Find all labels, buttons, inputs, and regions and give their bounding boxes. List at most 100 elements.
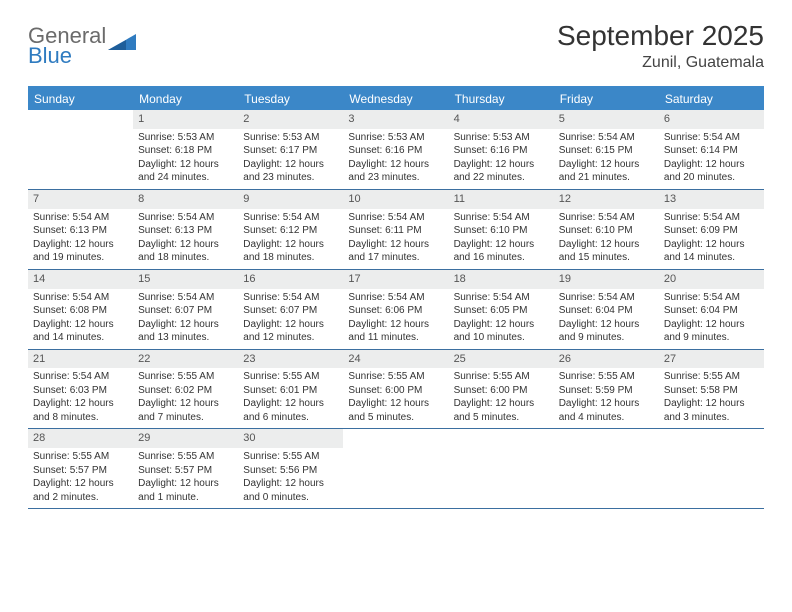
daylight-text: Daylight: 12 hours and 18 minutes.	[138, 238, 233, 265]
sunrise-text: Sunrise: 5:54 AM	[138, 211, 233, 225]
sunrise-text: Sunrise: 5:54 AM	[559, 291, 654, 305]
sunrise-text: Sunrise: 5:55 AM	[454, 370, 549, 384]
daylight-text: Daylight: 12 hours and 9 minutes.	[664, 318, 759, 345]
logo-word-2: Blue	[28, 46, 106, 66]
day-cell: 21Sunrise: 5:54 AMSunset: 6:03 PMDayligh…	[28, 350, 133, 429]
sunrise-text: Sunrise: 5:55 AM	[243, 370, 338, 384]
daylight-text: Daylight: 12 hours and 5 minutes.	[348, 397, 443, 424]
sunrise-text: Sunrise: 5:54 AM	[559, 211, 654, 225]
sunrise-text: Sunrise: 5:54 AM	[454, 211, 549, 225]
day-cell: 13Sunrise: 5:54 AMSunset: 6:09 PMDayligh…	[659, 190, 764, 269]
day-cell: 6Sunrise: 5:54 AMSunset: 6:14 PMDaylight…	[659, 110, 764, 189]
sunset-text: Sunset: 6:00 PM	[454, 384, 549, 398]
day-number: 10	[343, 190, 448, 209]
month-title: September 2025	[557, 20, 764, 52]
sunrise-text: Sunrise: 5:55 AM	[348, 370, 443, 384]
daylight-text: Daylight: 12 hours and 10 minutes.	[454, 318, 549, 345]
daylight-text: Daylight: 12 hours and 7 minutes.	[138, 397, 233, 424]
page-header: General Blue September 2025 Zunil, Guate…	[28, 20, 764, 72]
day-cell: 20Sunrise: 5:54 AMSunset: 6:04 PMDayligh…	[659, 270, 764, 349]
week-row: 21Sunrise: 5:54 AMSunset: 6:03 PMDayligh…	[28, 350, 764, 430]
day-cell: 16Sunrise: 5:54 AMSunset: 6:07 PMDayligh…	[238, 270, 343, 349]
day-cell: 18Sunrise: 5:54 AMSunset: 6:05 PMDayligh…	[449, 270, 554, 349]
daylight-text: Daylight: 12 hours and 0 minutes.	[243, 477, 338, 504]
sunrise-text: Sunrise: 5:55 AM	[559, 370, 654, 384]
sunrise-text: Sunrise: 5:54 AM	[664, 291, 759, 305]
title-block: September 2025 Zunil, Guatemala	[557, 20, 764, 72]
day-cell: 27Sunrise: 5:55 AMSunset: 5:58 PMDayligh…	[659, 350, 764, 429]
day-number: 2	[238, 110, 343, 129]
day-body: Sunrise: 5:55 AMSunset: 6:00 PMDaylight:…	[449, 368, 554, 428]
daylight-text: Daylight: 12 hours and 14 minutes.	[33, 318, 128, 345]
day-body: Sunrise: 5:53 AMSunset: 6:16 PMDaylight:…	[343, 129, 448, 189]
day-number: 26	[554, 350, 659, 369]
weekday-saturday: Saturday	[659, 88, 764, 110]
day-cell-empty	[659, 429, 764, 508]
day-cell: 2Sunrise: 5:53 AMSunset: 6:17 PMDaylight…	[238, 110, 343, 189]
daylight-text: Daylight: 12 hours and 8 minutes.	[33, 397, 128, 424]
weekday-tuesday: Tuesday	[238, 88, 343, 110]
sunset-text: Sunset: 6:16 PM	[454, 144, 549, 158]
day-body: Sunrise: 5:53 AMSunset: 6:17 PMDaylight:…	[238, 129, 343, 189]
day-body: Sunrise: 5:55 AMSunset: 5:59 PMDaylight:…	[554, 368, 659, 428]
day-cell: 30Sunrise: 5:55 AMSunset: 5:56 PMDayligh…	[238, 429, 343, 508]
day-body: Sunrise: 5:55 AMSunset: 5:57 PMDaylight:…	[133, 448, 238, 508]
day-number: 20	[659, 270, 764, 289]
day-cell: 29Sunrise: 5:55 AMSunset: 5:57 PMDayligh…	[133, 429, 238, 508]
day-body: Sunrise: 5:54 AMSunset: 6:13 PMDaylight:…	[28, 209, 133, 269]
day-cell: 4Sunrise: 5:53 AMSunset: 6:16 PMDaylight…	[449, 110, 554, 189]
day-cell: 24Sunrise: 5:55 AMSunset: 6:00 PMDayligh…	[343, 350, 448, 429]
day-number: 9	[238, 190, 343, 209]
sunset-text: Sunset: 6:04 PM	[664, 304, 759, 318]
day-number-empty	[343, 429, 448, 448]
day-number: 19	[554, 270, 659, 289]
day-number: 15	[133, 270, 238, 289]
day-cell: 8Sunrise: 5:54 AMSunset: 6:13 PMDaylight…	[133, 190, 238, 269]
week-row: 7Sunrise: 5:54 AMSunset: 6:13 PMDaylight…	[28, 190, 764, 270]
day-number: 23	[238, 350, 343, 369]
day-body: Sunrise: 5:55 AMSunset: 6:00 PMDaylight:…	[343, 368, 448, 428]
day-body: Sunrise: 5:55 AMSunset: 5:58 PMDaylight:…	[659, 368, 764, 428]
calendar-body: 1Sunrise: 5:53 AMSunset: 6:18 PMDaylight…	[28, 110, 764, 509]
day-cell: 5Sunrise: 5:54 AMSunset: 6:15 PMDaylight…	[554, 110, 659, 189]
daylight-text: Daylight: 12 hours and 16 minutes.	[454, 238, 549, 265]
day-number-empty	[28, 110, 133, 129]
sunrise-text: Sunrise: 5:54 AM	[33, 291, 128, 305]
week-row: 1Sunrise: 5:53 AMSunset: 6:18 PMDaylight…	[28, 110, 764, 190]
sunset-text: Sunset: 6:14 PM	[664, 144, 759, 158]
logo: General Blue	[28, 26, 136, 66]
day-cell: 17Sunrise: 5:54 AMSunset: 6:06 PMDayligh…	[343, 270, 448, 349]
day-cell: 23Sunrise: 5:55 AMSunset: 6:01 PMDayligh…	[238, 350, 343, 429]
daylight-text: Daylight: 12 hours and 2 minutes.	[33, 477, 128, 504]
day-number: 25	[449, 350, 554, 369]
sunset-text: Sunset: 6:00 PM	[348, 384, 443, 398]
daylight-text: Daylight: 12 hours and 23 minutes.	[243, 158, 338, 185]
sunset-text: Sunset: 6:17 PM	[243, 144, 338, 158]
day-body: Sunrise: 5:54 AMSunset: 6:05 PMDaylight:…	[449, 289, 554, 349]
logo-text: General Blue	[28, 26, 106, 66]
day-number: 1	[133, 110, 238, 129]
day-number: 4	[449, 110, 554, 129]
day-cell: 11 Sunrise: 5:54 AMSunset: 6:10 PMDayligh…	[449, 190, 554, 269]
sunset-text: Sunset: 6:09 PM	[664, 224, 759, 238]
sunrise-text: Sunrise: 5:54 AM	[33, 211, 128, 225]
day-number: 11	[449, 190, 554, 209]
day-body: Sunrise: 5:55 AMSunset: 5:57 PMDaylight:…	[28, 448, 133, 508]
day-body: Sunrise: 5:53 AMSunset: 6:16 PMDaylight:…	[449, 129, 554, 189]
day-cell: 22Sunrise: 5:55 AMSunset: 6:02 PMDayligh…	[133, 350, 238, 429]
day-cell: 15Sunrise: 5:54 AMSunset: 6:07 PMDayligh…	[133, 270, 238, 349]
sunset-text: Sunset: 6:07 PM	[243, 304, 338, 318]
day-body: Sunrise: 5:54 AMSunset: 6:04 PMDaylight:…	[659, 289, 764, 349]
sunrise-text: Sunrise: 5:55 AM	[243, 450, 338, 464]
sunset-text: Sunset: 6:01 PM	[243, 384, 338, 398]
day-cell: 26Sunrise: 5:55 AMSunset: 5:59 PMDayligh…	[554, 350, 659, 429]
sunset-text: Sunset: 6:06 PM	[348, 304, 443, 318]
day-cell-empty	[449, 429, 554, 508]
day-body: Sunrise: 5:54 AMSunset: 6:04 PMDaylight:…	[554, 289, 659, 349]
day-number: 17	[343, 270, 448, 289]
weekday-friday: Friday	[554, 88, 659, 110]
day-number: 12	[554, 190, 659, 209]
sunset-text: Sunset: 6:10 PM	[454, 224, 549, 238]
day-number: 27	[659, 350, 764, 369]
day-cell: 3Sunrise: 5:53 AMSunset: 6:16 PMDaylight…	[343, 110, 448, 189]
